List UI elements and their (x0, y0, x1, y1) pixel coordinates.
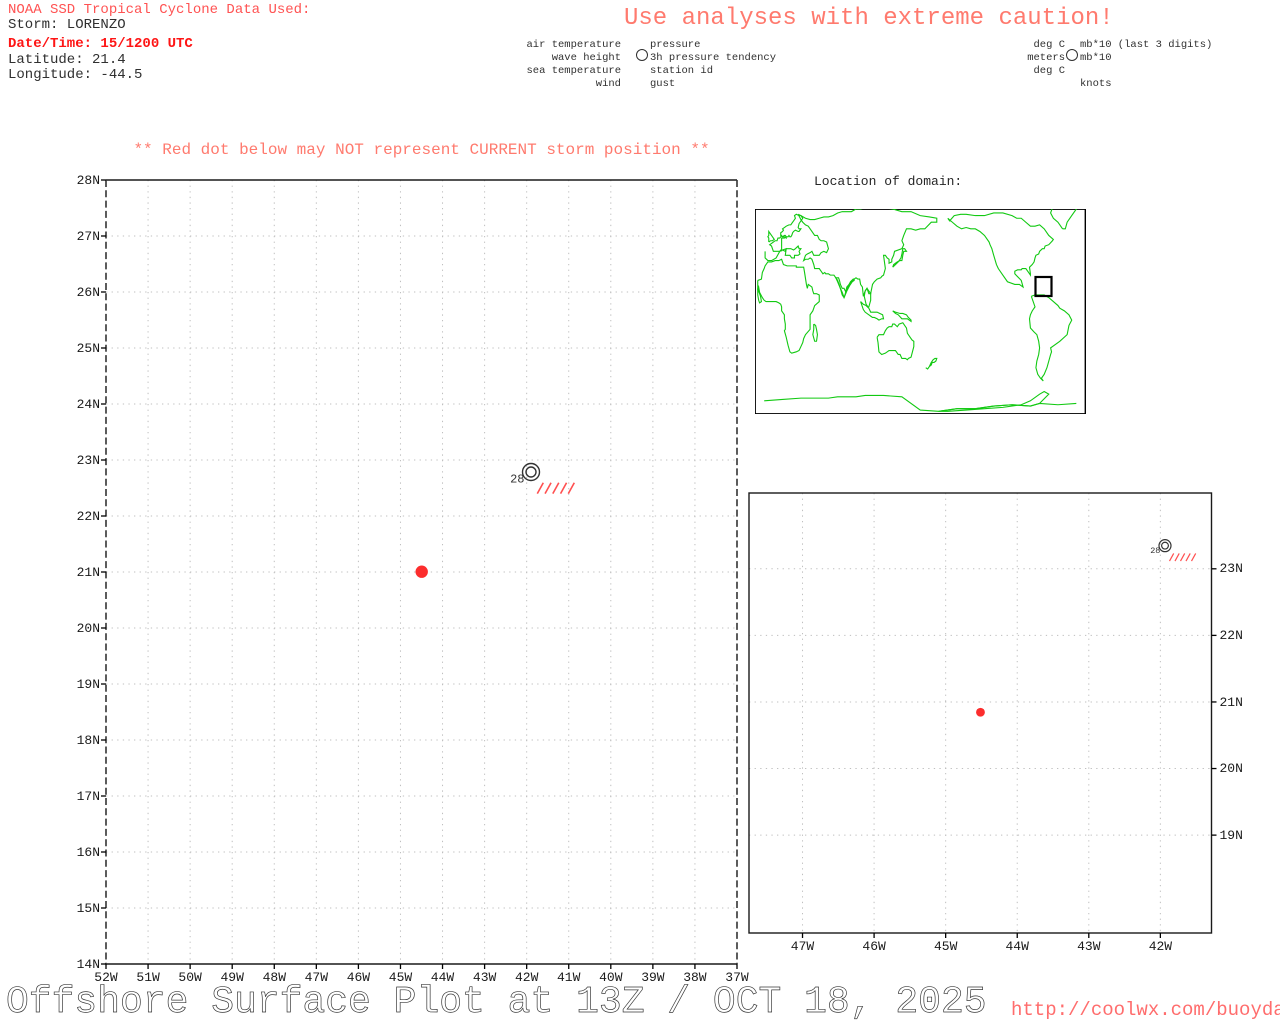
svg-text:28: 28 (1150, 546, 1160, 556)
svg-text:28: 28 (510, 473, 524, 487)
